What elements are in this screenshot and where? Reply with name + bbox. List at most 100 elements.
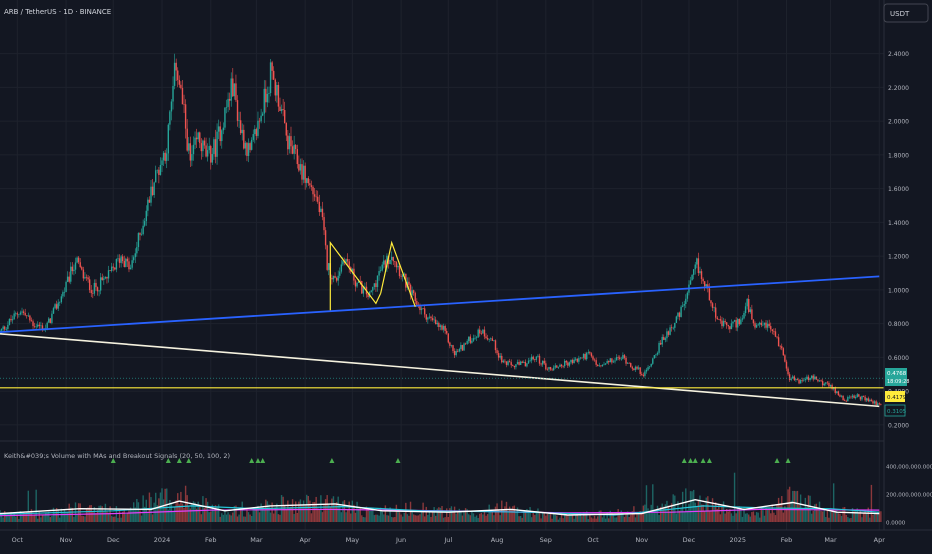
candle-body xyxy=(502,360,505,363)
volume-bar xyxy=(650,504,652,522)
volume-bar xyxy=(33,514,36,522)
volume-bar xyxy=(32,515,34,522)
candle-body xyxy=(147,199,149,211)
volume-bar xyxy=(189,508,192,522)
candle-body xyxy=(180,84,182,89)
volume-bar xyxy=(227,512,229,522)
volume-bar xyxy=(386,515,388,522)
candle-body xyxy=(126,258,129,262)
volume-bar xyxy=(257,505,259,522)
drawings[interactable] xyxy=(0,240,884,408)
volume-bar xyxy=(328,504,330,522)
volume-bar xyxy=(464,508,467,522)
volume-bar xyxy=(35,489,37,522)
volume-bar xyxy=(810,513,813,522)
volume-bar xyxy=(530,517,533,522)
candle-body xyxy=(790,378,792,380)
candle-body xyxy=(559,364,561,367)
candle-body xyxy=(474,337,476,339)
volume-bar xyxy=(692,489,695,522)
volume-bar xyxy=(696,506,698,522)
candle-body xyxy=(436,322,438,325)
time-axis[interactable]: Oct Nov Dec 2024 Feb Mar Apr May Jun Jul Aug Sep Oct… xyxy=(12,536,886,544)
volume-bar xyxy=(880,511,882,522)
volume-bar xyxy=(414,515,416,522)
candle-body xyxy=(571,359,574,364)
candle-body xyxy=(0,328,3,331)
price-tick-label: 1.8000 xyxy=(888,152,909,159)
candle-body xyxy=(793,376,796,381)
symbol-title[interactable]: ARB / TetherUS · 1D · BINANCE xyxy=(4,8,111,16)
candle-body xyxy=(55,304,58,309)
volume-bar xyxy=(854,509,857,522)
yellow-wedge-pattern-1[interactable] xyxy=(329,240,382,311)
candle-body xyxy=(177,70,179,81)
yellow-wedge-pattern-2[interactable] xyxy=(380,240,416,308)
candle-body xyxy=(606,361,608,364)
candle-body xyxy=(151,186,154,195)
volume-bar xyxy=(147,512,149,522)
candle-body xyxy=(129,267,132,270)
volume-bar xyxy=(626,511,629,522)
currency-button[interactable]: USDT xyxy=(883,3,929,23)
volume-bar xyxy=(7,515,9,522)
candle-body xyxy=(532,356,534,360)
volume-bar xyxy=(721,505,723,522)
candle-body xyxy=(653,355,656,359)
volume-bar xyxy=(543,512,545,522)
volume-bar xyxy=(4,511,6,522)
volume-bar xyxy=(136,498,138,522)
candle-body xyxy=(384,260,387,268)
indicator-title[interactable]: Keith&#039;s Volume with MAs and Breakou… xyxy=(4,452,230,460)
volume-bar xyxy=(398,512,401,522)
candle-body xyxy=(740,319,742,325)
volume-bar xyxy=(224,509,226,522)
volume-bar xyxy=(762,507,764,522)
candle-body xyxy=(670,327,673,329)
volume-bar xyxy=(334,504,336,522)
volume-bar xyxy=(359,508,361,522)
candle-body xyxy=(381,264,383,271)
volume-bar xyxy=(494,506,497,522)
white-trendline[interactable] xyxy=(0,333,880,408)
candle-body xyxy=(614,360,616,362)
volume-bar xyxy=(57,509,59,522)
volume-bar xyxy=(343,500,346,522)
candle-body xyxy=(798,379,800,384)
candle-body xyxy=(441,325,443,330)
volume-bar xyxy=(79,503,81,522)
candle-body xyxy=(839,395,841,397)
volume-bar xyxy=(826,509,829,522)
candle-body xyxy=(518,361,520,365)
volume-bar xyxy=(298,501,300,522)
candle-body xyxy=(601,364,604,367)
candle-body xyxy=(181,88,184,105)
volume-bar xyxy=(82,516,85,522)
candle-body xyxy=(335,277,338,281)
breakout-signal-marker xyxy=(255,458,261,463)
volume-axis[interactable]: 400,000,000.0000 200,000,000.0000 0.0000 xyxy=(886,465,932,527)
blue-trendline[interactable] xyxy=(0,275,880,334)
candle-body xyxy=(538,355,541,364)
candle-body xyxy=(189,143,192,161)
volume-bar xyxy=(711,498,714,522)
volume-bar xyxy=(239,507,242,522)
candle-body xyxy=(63,291,66,293)
volume-bar xyxy=(71,507,74,522)
volume-bar xyxy=(372,507,374,522)
volume-bar xyxy=(397,511,399,522)
candle-body xyxy=(295,144,297,150)
candle-body xyxy=(788,374,791,380)
volume-bar xyxy=(513,505,516,522)
volume-bar xyxy=(568,512,571,522)
candle-body xyxy=(208,146,210,151)
volume-bar xyxy=(331,498,333,522)
candle-body xyxy=(249,143,251,150)
volume-bar xyxy=(784,506,786,522)
candle-body xyxy=(512,365,514,366)
volume-bar xyxy=(96,510,99,522)
volume-bar xyxy=(770,513,772,522)
candle-body xyxy=(856,394,858,397)
candle-body xyxy=(675,316,678,323)
